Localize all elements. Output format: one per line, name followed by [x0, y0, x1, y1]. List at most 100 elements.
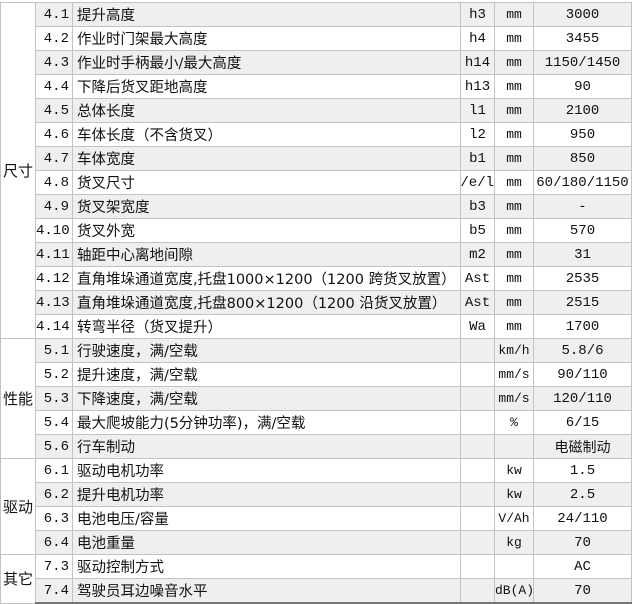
table-row: 驱动 6.1 驱动电机功率 kw 1.5	[0, 458, 632, 555]
item-unit: mm	[494, 314, 534, 339]
item-description: 总体长度	[72, 98, 461, 123]
item-unit: mm	[494, 122, 534, 147]
item-unit	[494, 554, 534, 579]
item-number: 4.3	[35, 50, 73, 75]
table-row: 5.6 行车制动 电磁制动	[1, 434, 632, 459]
item-value: AC	[533, 554, 632, 579]
item-description: 货叉尺寸	[72, 170, 461, 195]
item-value: 5.8/6	[533, 338, 632, 363]
item-number: 4.8	[35, 170, 73, 195]
item-symbol: b5	[460, 218, 495, 243]
item-unit: mm	[494, 2, 534, 27]
item-unit: dB(A)	[494, 578, 534, 604]
item-symbol: s/e/l	[460, 170, 495, 195]
item-symbol	[460, 386, 495, 411]
item-description: 作业时门架最大高度	[72, 26, 461, 51]
item-number: 5.2	[35, 362, 73, 387]
item-value: 850	[533, 146, 632, 171]
item-number: 4.9	[35, 194, 73, 219]
item-description: 驱动控制方式	[72, 554, 461, 579]
item-unit: kg	[494, 530, 534, 555]
table-row: 4.7 车体宽度 b1 mm 850	[1, 146, 632, 171]
item-value: -	[533, 194, 632, 219]
item-symbol: h14	[460, 50, 495, 75]
item-symbol	[460, 482, 495, 507]
item-number: 4.12	[35, 266, 73, 291]
table-row: 4.12 直角堆垛通道宽度,托盘1000×1200（1200 跨货叉放置） Ast m…	[1, 266, 632, 291]
item-description: 轴距中心离地间隙	[72, 242, 461, 267]
table-row: 4.4 下降后货叉距地高度 h13 mm 90	[1, 74, 632, 99]
item-number: 5.1	[35, 338, 73, 363]
item-value: 2.5	[533, 482, 632, 507]
item-description: 提升速度，满/空载	[72, 362, 461, 387]
item-number: 4.10	[35, 218, 73, 243]
item-value: 120/110	[533, 386, 632, 411]
item-unit: mm	[494, 170, 534, 195]
item-description: 行车制动	[72, 434, 461, 459]
item-value: 电磁制动	[533, 434, 632, 459]
item-number: 4.7	[35, 146, 73, 171]
item-symbol: h13	[460, 74, 495, 99]
category-cell: 驱动	[0, 458, 36, 555]
table-row: 5.3 下降速度，满/空载 mm/s 120/110	[1, 386, 632, 411]
item-description: 提升高度	[72, 2, 461, 27]
item-number: 4.13	[35, 290, 73, 315]
item-unit: mm	[494, 74, 534, 99]
item-value: 1.5	[533, 458, 632, 483]
item-value: 31	[533, 242, 632, 267]
item-value: 2515	[533, 290, 632, 315]
item-symbol: Ast	[460, 290, 495, 315]
item-symbol: b1	[460, 146, 495, 171]
item-number: 6.4	[35, 530, 73, 555]
item-description: 直角堆垛通道宽度,托盘800×1200（1200 沿货叉放置）	[72, 290, 461, 315]
item-value: 6/15	[533, 410, 632, 435]
item-value: 3455	[533, 26, 632, 51]
item-number: 6.3	[35, 506, 73, 531]
item-value: 570	[533, 218, 632, 243]
item-number: 6.2	[35, 482, 73, 507]
item-symbol: h3	[460, 2, 495, 27]
item-value: 60/180/1150	[533, 170, 632, 195]
item-number: 4.2	[35, 26, 73, 51]
item-unit: kw	[494, 458, 534, 483]
table-row: 6.4 电池重量 kg 70	[1, 530, 632, 555]
item-description: 下降后货叉距地高度	[72, 74, 461, 99]
table-row: 4.5 总体长度 l1 mm 2100	[1, 98, 632, 123]
item-symbol	[460, 554, 495, 579]
item-symbol: h4	[460, 26, 495, 51]
item-number: 7.4	[35, 578, 73, 604]
item-unit: mm	[494, 98, 534, 123]
item-value: 70	[533, 578, 632, 604]
item-unit: V/Ah	[494, 506, 534, 531]
item-symbol: Ast	[460, 266, 495, 291]
item-number: 4.11	[35, 242, 73, 267]
item-value: 24/110	[533, 506, 632, 531]
table-row: 6.3 电池电压/容量 V/Ah 24/110	[1, 506, 632, 531]
item-number: 4.6	[35, 122, 73, 147]
table-row: 6.2 提升电机功率 kw 2.5	[1, 482, 632, 507]
item-symbol: l1	[460, 98, 495, 123]
item-value: 1150/1450	[533, 50, 632, 75]
item-unit: mm	[494, 290, 534, 315]
table-row: 4.2 作业时门架最大高度 h4 mm 3455	[1, 26, 632, 51]
table-row: 4.10 货叉外宽 b5 mm 570	[1, 218, 632, 243]
item-symbol	[460, 458, 495, 483]
item-description: 货叉架宽度	[72, 194, 461, 219]
item-value: 90	[533, 74, 632, 99]
item-symbol	[460, 506, 495, 531]
table-row: 4.14 转弯半径（货叉提升） Wa mm 1700	[1, 314, 632, 339]
item-description: 车体宽度	[72, 146, 461, 171]
item-symbol: m2	[460, 242, 495, 267]
table-row: 5.4 最大爬坡能力(5分钟功率)，满/空载% 6/15	[1, 410, 632, 435]
item-unit: mm	[494, 26, 534, 51]
item-symbol	[460, 578, 495, 604]
item-number: 5.6	[35, 434, 73, 459]
item-value: 1700	[533, 314, 632, 339]
item-value: 90/110	[533, 362, 632, 387]
item-description: 电池重量	[72, 530, 461, 555]
item-number: 4.14	[35, 314, 73, 339]
item-value: 70	[533, 530, 632, 555]
item-unit: km/h	[494, 338, 534, 363]
item-unit: mm	[494, 242, 534, 267]
